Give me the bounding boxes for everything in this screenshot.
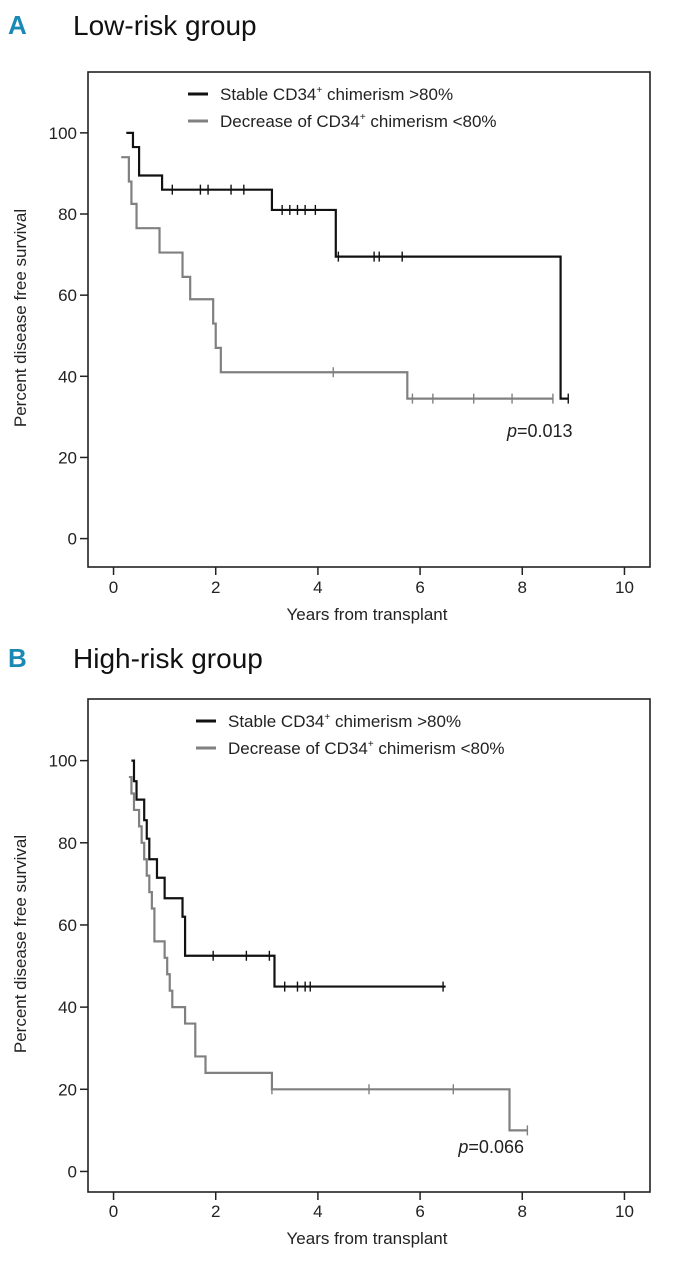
- x-axis-title: Years from transplant: [287, 1229, 448, 1248]
- series-line: [128, 775, 528, 1132]
- chart-title: Low-risk group: [73, 10, 257, 41]
- legend-entry: Decrease of CD34+ chimerism <80%: [220, 112, 497, 131]
- y-tick-label: 60: [58, 286, 77, 305]
- x-axis-title: Years from transplant: [287, 605, 448, 624]
- panel-b-high-risk: B High-risk group 0 20 40 60 80 100 0 2 4 6 8 10 Years…: [8, 643, 651, 1248]
- plot-frame: [87, 698, 651, 1193]
- panel-a-low-risk: A Low-risk group 0 20 40 60 80 100 0 2 4 6 8 10 Years …: [8, 10, 651, 624]
- panel-letter: A: [8, 10, 27, 40]
- legend-entry: Decrease of CD34+ chimerism <80%: [228, 739, 505, 758]
- y-tick-label: 0: [68, 530, 77, 549]
- y-tick-label: 100: [49, 752, 77, 771]
- y-tick-label: 20: [58, 448, 77, 467]
- x-tick-label: 0: [109, 578, 118, 597]
- x-tick-label: 10: [615, 1202, 634, 1221]
- series-line: [121, 156, 553, 400]
- x-tick-label: 2: [211, 1202, 220, 1221]
- p-value-annotation: p=0.013: [506, 421, 573, 441]
- panel-letter: B: [8, 643, 27, 673]
- x-tick-label: 6: [415, 578, 424, 597]
- y-axis-title: Percent disease free survival: [11, 209, 30, 427]
- y-tick-label: 40: [58, 998, 77, 1017]
- series-line: [131, 759, 446, 988]
- chart-title: High-risk group: [73, 643, 263, 674]
- x-tick-label: 8: [518, 1202, 527, 1221]
- y-tick-label: 20: [58, 1080, 77, 1099]
- y-axis-title: Percent disease free survival: [11, 835, 30, 1053]
- x-tick-label: 0: [109, 1202, 118, 1221]
- x-tick-label: 4: [313, 1202, 322, 1221]
- x-tick-label: 6: [415, 1202, 424, 1221]
- y-tick-label: 80: [58, 205, 77, 224]
- plot-frame: [87, 71, 651, 568]
- y-tick-label: 0: [68, 1162, 77, 1181]
- y-tick-label: 80: [58, 834, 77, 853]
- p-value-annotation: p=0.066: [457, 1137, 524, 1157]
- y-tick-label: 60: [58, 916, 77, 935]
- x-tick-label: 2: [211, 578, 220, 597]
- x-tick-label: 4: [313, 578, 322, 597]
- x-tick-label: 10: [615, 578, 634, 597]
- x-tick-label: 8: [518, 578, 527, 597]
- y-tick-label: 40: [58, 367, 77, 386]
- y-tick-label: 100: [49, 124, 77, 143]
- legend-entry: Stable CD34+ chimerism >80%: [220, 85, 453, 104]
- legend-entry: Stable CD34+ chimerism >80%: [228, 712, 461, 731]
- series-line: [126, 131, 569, 400]
